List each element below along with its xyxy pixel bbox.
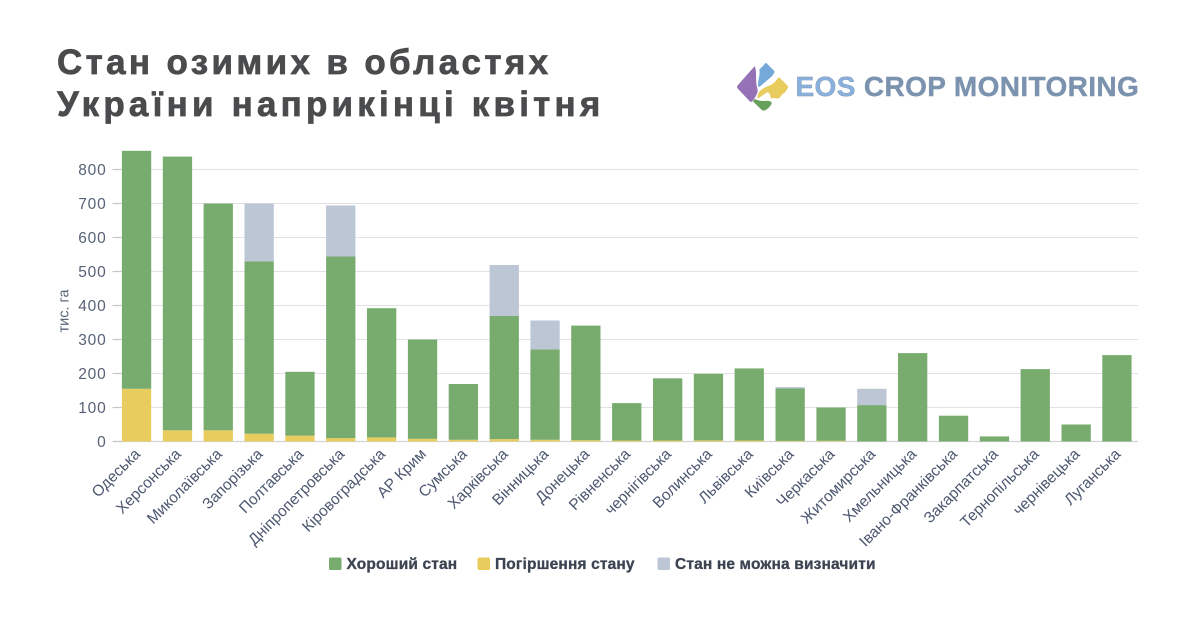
svg-text:0: 0: [97, 434, 106, 451]
svg-text:800: 800: [78, 162, 106, 179]
svg-text:400: 400: [78, 298, 106, 315]
svg-text:100: 100: [78, 400, 106, 417]
svg-text:500: 500: [78, 264, 106, 281]
svg-text:300: 300: [78, 332, 106, 349]
svg-text:Хороший стан: Хороший стан: [347, 556, 458, 573]
svg-text:Погіршення стану: Погіршення стану: [495, 556, 635, 573]
svg-text:200: 200: [78, 366, 106, 383]
svg-text:Стан не можна визначити: Стан не можна визначити: [675, 556, 876, 573]
svg-text:700: 700: [78, 196, 106, 213]
svg-text:тис. га: тис. га: [57, 289, 73, 333]
svg-text:600: 600: [78, 230, 106, 247]
